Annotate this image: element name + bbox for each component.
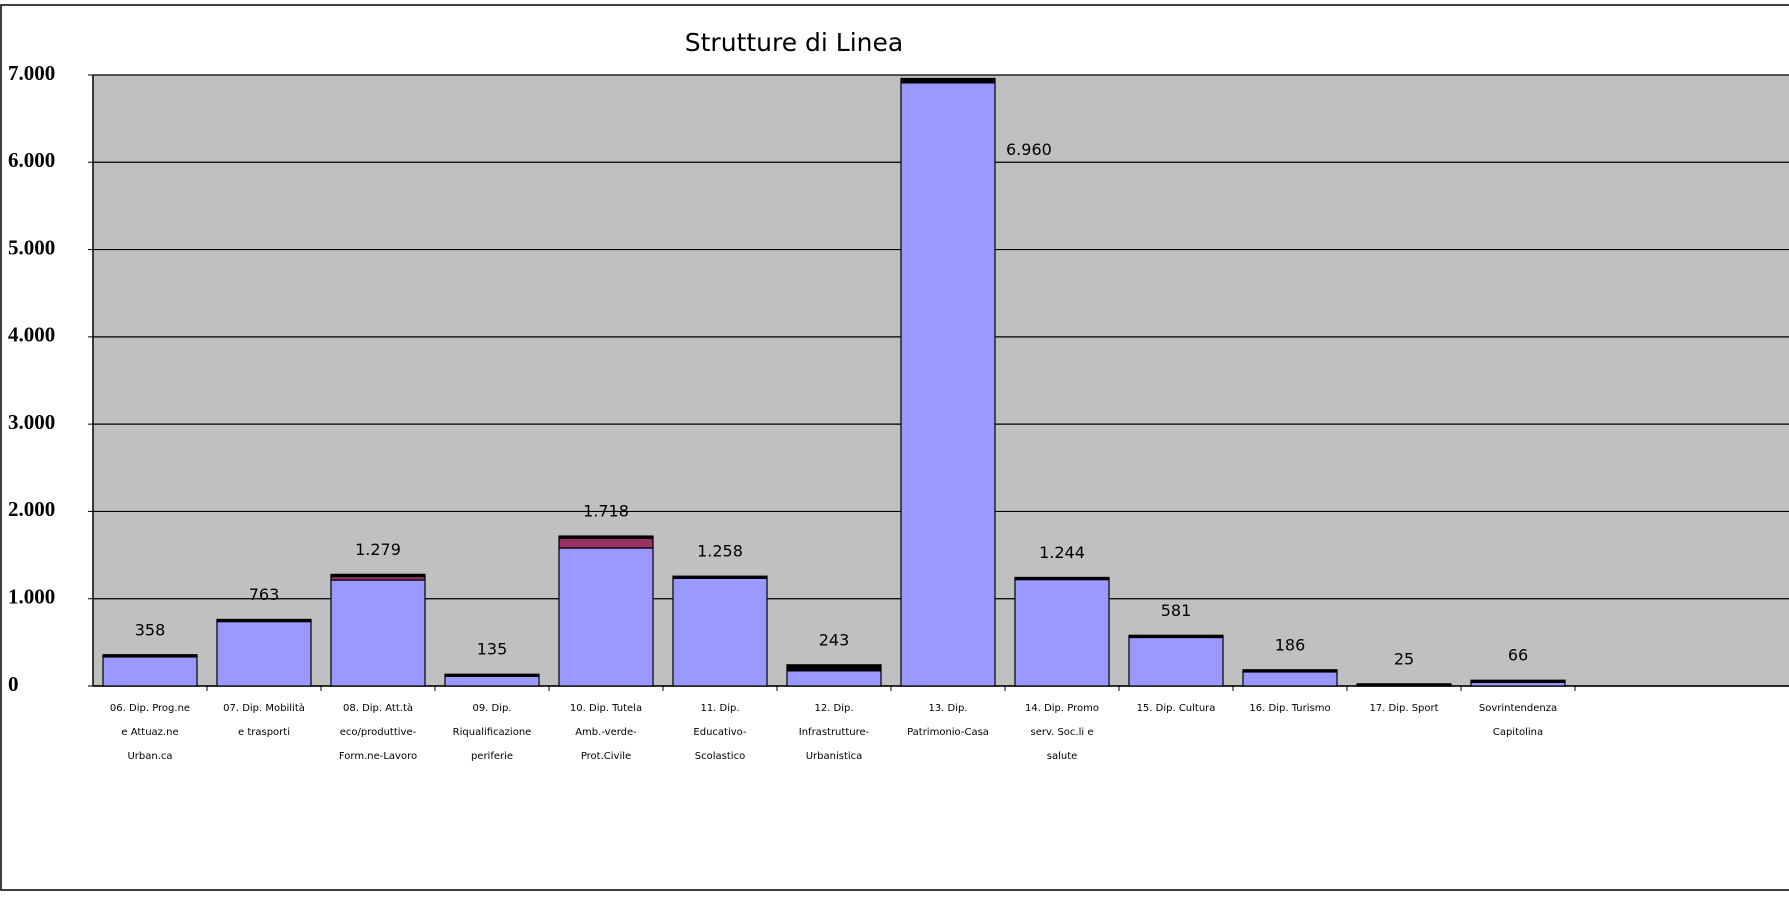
x-tick-label: 12. Dip. xyxy=(814,703,853,714)
bar-segment xyxy=(900,82,996,687)
x-tick-label: 16. Dip. Turismo xyxy=(1249,703,1330,714)
bar-segment xyxy=(102,654,198,658)
bar-segment xyxy=(444,673,540,677)
x-tick-label: e Attuaz.ne xyxy=(121,727,178,738)
x-tick-label: Infrastrutture- xyxy=(799,727,870,738)
data-label: 243 xyxy=(819,630,850,649)
bar-segment xyxy=(330,573,426,578)
x-tick-label: Sovrintendenza xyxy=(1479,703,1557,714)
x-tick-label: 07. Dip. Mobilità xyxy=(223,702,305,714)
y-tick-label: 2.000 xyxy=(8,497,55,521)
bar-segment xyxy=(102,656,198,687)
x-tick-label: Prot.Civile xyxy=(581,751,631,762)
data-label: 66 xyxy=(1508,646,1528,665)
y-tick-label: 3.000 xyxy=(8,410,55,434)
x-tick-label: 15. Dip. Cultura xyxy=(1137,703,1216,714)
x-tick-label: periferie xyxy=(471,751,513,762)
data-label: 1.718 xyxy=(583,502,629,521)
bar-segment xyxy=(1014,578,1110,687)
bar-segment xyxy=(1014,576,1110,581)
bar-segment xyxy=(444,675,540,687)
bar-segment xyxy=(786,664,882,672)
bar-segment xyxy=(1242,669,1338,673)
data-label: 763 xyxy=(249,585,280,604)
x-tick-label: salute xyxy=(1047,751,1078,762)
data-label: 1.258 xyxy=(697,542,743,561)
x-tick-label: serv. Soc.li e xyxy=(1030,727,1093,738)
x-tick-label: 17. Dip. Sport xyxy=(1369,703,1438,714)
bar-segment xyxy=(786,670,882,687)
y-tick-label: 1.000 xyxy=(8,585,55,609)
x-tick-label: Riqualificazione xyxy=(453,727,532,738)
data-label: 581 xyxy=(1161,601,1192,620)
bar-segment xyxy=(558,535,654,539)
x-tick-label: Urbanistica xyxy=(806,751,863,762)
y-tick-label: 0 xyxy=(8,672,19,696)
bar-segment xyxy=(558,547,654,687)
x-tick-label: 06. Dip. Prog.ne xyxy=(110,703,190,714)
x-tick-label: 09. Dip. xyxy=(472,703,511,714)
y-tick-label: 5.000 xyxy=(8,235,55,259)
bar-segment xyxy=(1128,636,1224,687)
x-tick-label: 08. Dip. Att.tà xyxy=(343,702,413,714)
bar-segment xyxy=(1128,634,1224,639)
x-tick-label: 10. Dip. Tutela xyxy=(570,703,642,714)
x-tick-label: Amb.-verde- xyxy=(575,727,637,738)
bar-segment xyxy=(1242,671,1338,687)
y-tick-label: 4.000 xyxy=(8,323,55,347)
bar-segment xyxy=(216,618,312,623)
x-tick-label: Scolastico xyxy=(695,751,745,762)
bar-segment xyxy=(672,577,768,687)
x-tick-label: Form.ne-Lavoro xyxy=(339,751,417,762)
bar-segment xyxy=(216,620,312,687)
x-tick-label: Capitolina xyxy=(1493,727,1543,738)
data-label: 358 xyxy=(135,620,166,639)
x-tick-label: Urban.ca xyxy=(127,751,172,762)
x-tick-label: 13. Dip. xyxy=(928,703,967,714)
bar-segment xyxy=(1356,683,1452,687)
x-tick-label: e trasporti xyxy=(238,727,290,738)
bar-segment xyxy=(558,537,654,549)
x-tick-label: eco/produttive- xyxy=(340,727,417,738)
x-tick-label: 14. Dip. Promo xyxy=(1025,703,1099,714)
x-tick-label: Educativo- xyxy=(693,727,747,738)
data-label: 6.960 xyxy=(1006,140,1052,159)
x-tick-label: Patrimonio-Casa xyxy=(907,727,989,738)
data-label: 25 xyxy=(1394,649,1414,668)
y-tick-label: 6.000 xyxy=(8,148,55,172)
data-label: 1.279 xyxy=(355,540,401,559)
bar-segment xyxy=(900,77,996,84)
bar-segment xyxy=(672,575,768,579)
data-label: 1.244 xyxy=(1039,543,1085,562)
data-label: 135 xyxy=(477,640,508,659)
y-tick-label: 7.000 xyxy=(8,61,55,85)
chart-title: Strutture di Linea xyxy=(685,28,903,57)
bar-segment xyxy=(330,579,426,687)
x-tick-label: 11. Dip. xyxy=(700,703,739,714)
data-label: 186 xyxy=(1275,635,1306,654)
bar-segment xyxy=(1470,679,1566,684)
